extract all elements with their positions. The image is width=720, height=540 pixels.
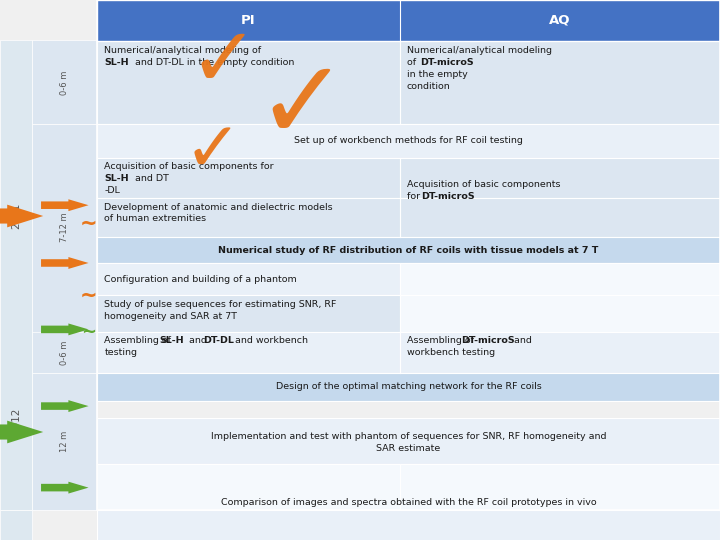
Text: Development of anatomic and dielectric models: Development of anatomic and dielectric m… <box>104 202 333 212</box>
Text: homogeneity and SAR at 7T: homogeneity and SAR at 7T <box>104 312 238 321</box>
Text: 0-6 m: 0-6 m <box>60 70 69 95</box>
Bar <box>97 158 720 198</box>
Bar <box>97 237 720 263</box>
Text: Configuration and building of a phantom: Configuration and building of a phantom <box>104 275 297 284</box>
Text: and workbench: and workbench <box>232 336 308 346</box>
Text: testing: testing <box>104 348 138 357</box>
Text: DT-microS: DT-microS <box>421 192 474 201</box>
Text: Numerical/analytical modeling of: Numerical/analytical modeling of <box>104 46 264 55</box>
Text: Assembling of: Assembling of <box>407 336 477 346</box>
Bar <box>97 295 400 332</box>
Text: condition: condition <box>407 82 451 91</box>
Text: ~: ~ <box>80 214 97 234</box>
Polygon shape <box>41 323 89 335</box>
Bar <box>97 0 720 40</box>
Text: SL-H: SL-H <box>159 336 184 346</box>
Bar <box>32 373 97 510</box>
Bar <box>400 464 720 510</box>
Bar <box>0 510 32 540</box>
Text: Numerical study of RF distribution of RF coils with tissue models at 7 T: Numerical study of RF distribution of RF… <box>218 246 599 254</box>
Text: ✓: ✓ <box>184 118 241 185</box>
Bar <box>97 464 400 510</box>
Text: and: and <box>186 336 210 346</box>
Text: for: for <box>407 192 423 201</box>
Text: AQ: AQ <box>549 14 570 27</box>
Text: PI: PI <box>241 14 256 27</box>
Text: Numerical/analytical modeling: Numerical/analytical modeling <box>407 46 552 55</box>
Text: Implementation and test with phantom of sequences for SNR, RF homogeneity and: Implementation and test with phantom of … <box>211 432 606 441</box>
Bar <box>97 373 720 401</box>
Text: -DL: -DL <box>104 186 120 195</box>
Text: in the empty: in the empty <box>407 70 467 79</box>
Text: SAR estimate: SAR estimate <box>377 444 441 453</box>
Text: DT-DL: DT-DL <box>203 336 234 346</box>
Text: workbench testing: workbench testing <box>407 348 495 357</box>
Bar <box>97 124 720 158</box>
Bar <box>97 418 720 464</box>
Text: Design of the optimal matching network for the RF coils: Design of the optimal matching network f… <box>276 382 541 391</box>
Text: ~: ~ <box>81 323 96 341</box>
Text: Assembling of: Assembling of <box>104 336 174 346</box>
Text: 0-6 m: 0-6 m <box>60 340 69 365</box>
Polygon shape <box>0 421 43 443</box>
Text: Study of pulse sequences for estimating SNR, RF: Study of pulse sequences for estimating … <box>104 300 337 309</box>
Text: of: of <box>407 58 419 67</box>
Text: ✓: ✓ <box>188 22 258 103</box>
Polygon shape <box>41 400 89 412</box>
Bar <box>97 510 720 540</box>
Bar <box>97 40 720 124</box>
Text: and DT-DL in the empty condition: and DT-DL in the empty condition <box>132 58 294 67</box>
Text: Set up of workbench methods for RF coil testing: Set up of workbench methods for RF coil … <box>294 137 523 145</box>
Text: Acquisition of basic components: Acquisition of basic components <box>407 180 560 189</box>
Text: and DT: and DT <box>132 174 168 183</box>
Text: 7-12 m: 7-12 m <box>60 212 69 241</box>
Polygon shape <box>0 205 43 227</box>
Bar <box>400 263 720 295</box>
Bar <box>97 263 400 295</box>
Bar <box>32 124 97 510</box>
Bar <box>0 40 32 510</box>
Text: ~: ~ <box>80 285 97 306</box>
Text: DT-microS: DT-microS <box>461 336 514 346</box>
Polygon shape <box>41 257 89 269</box>
Text: Comparison of images and spectra obtained with the RF coil prototypes in vivo: Comparison of images and spectra obtaine… <box>221 498 596 507</box>
Text: 2011: 2011 <box>11 203 21 229</box>
Bar <box>32 332 97 373</box>
Bar <box>32 40 97 124</box>
Text: SL-H: SL-H <box>104 174 129 183</box>
Text: 2012: 2012 <box>11 408 21 434</box>
Text: and: and <box>511 336 532 346</box>
Polygon shape <box>41 199 89 211</box>
Bar <box>97 0 720 510</box>
Text: Acquisition of basic components for: Acquisition of basic components for <box>104 162 277 171</box>
Bar <box>97 198 720 237</box>
Bar <box>97 332 720 373</box>
Polygon shape <box>41 482 89 494</box>
Bar <box>400 295 720 332</box>
Text: of human extremities: of human extremities <box>104 214 207 224</box>
Text: DT-microS: DT-microS <box>420 58 474 67</box>
Text: ✓: ✓ <box>256 55 349 161</box>
Text: SL-H: SL-H <box>104 58 129 67</box>
Text: 12 m: 12 m <box>60 430 69 452</box>
